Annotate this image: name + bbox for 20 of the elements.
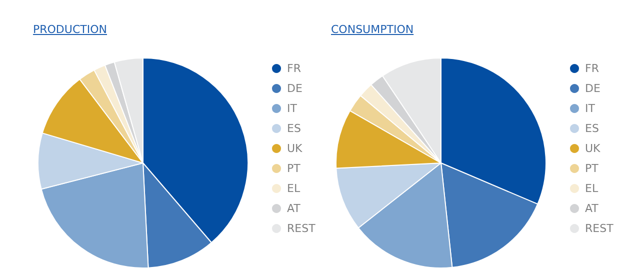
- legend-label: REST: [287, 222, 316, 235]
- legend-label: ES: [585, 122, 599, 135]
- legend-label: ES: [287, 122, 301, 135]
- legend-label: AT: [585, 202, 599, 215]
- legend-label: FR: [287, 62, 302, 75]
- legend-label: IT: [287, 102, 298, 115]
- legend-label: EL: [585, 182, 599, 195]
- legend-label: REST: [585, 222, 614, 235]
- legend-label: FR: [585, 62, 600, 75]
- legend-label: PT: [585, 162, 599, 175]
- legend-label: IT: [585, 102, 596, 115]
- legend-label: UK: [585, 142, 602, 155]
- legend-label: DE: [287, 82, 302, 95]
- legend-label: UK: [287, 142, 304, 155]
- legend-label: PT: [287, 162, 301, 175]
- legend-label: DE: [585, 82, 600, 95]
- legend-label: EL: [287, 182, 301, 195]
- chart-title: CONSUMPTION: [331, 23, 414, 36]
- chart-title: PRODUCTION: [33, 23, 107, 36]
- legend-label: AT: [287, 202, 301, 215]
